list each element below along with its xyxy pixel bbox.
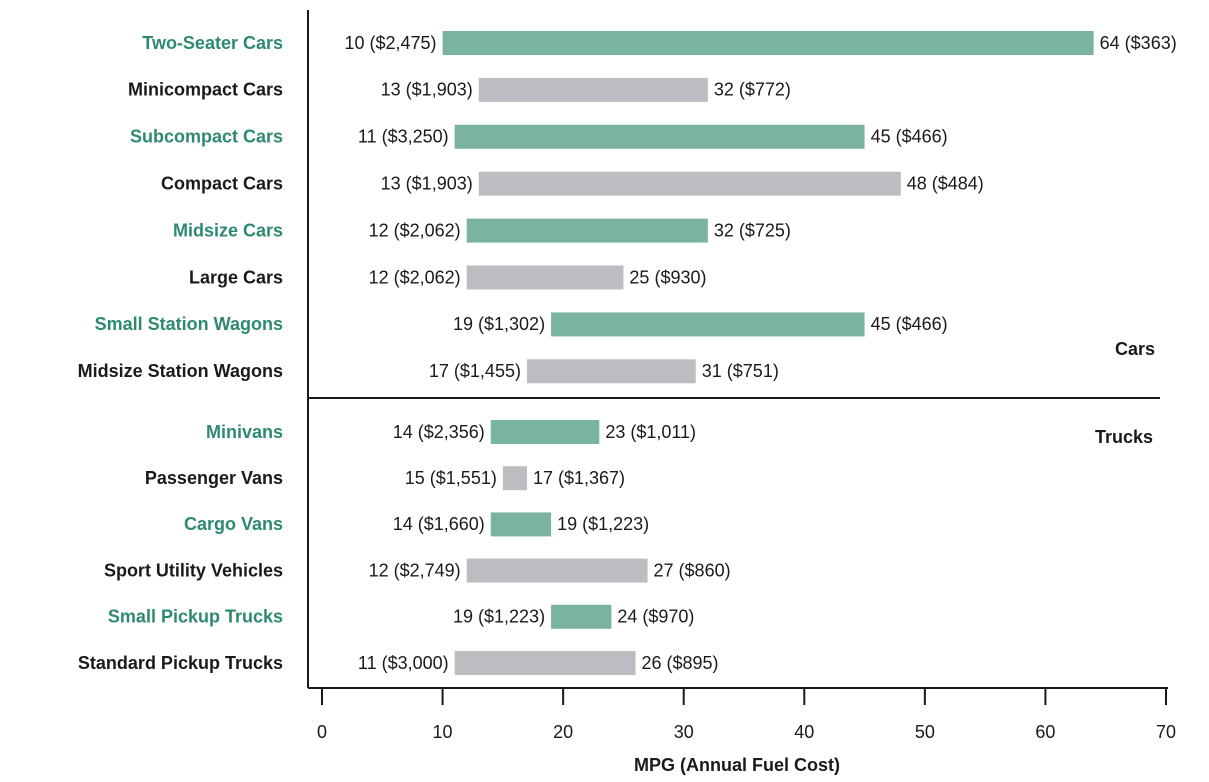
low-label: 11 ($3,000) [358,653,449,673]
bar [490,420,600,444]
category-label: Small Station Wagons [95,314,283,334]
category-label: Subcompact Cars [130,127,283,147]
high-label: 23 ($1,011) [605,422,696,442]
low-label: 17 ($1,455) [429,361,521,381]
category-label: Large Cars [189,267,283,287]
high-label: 32 ($772) [714,80,791,100]
high-label: 27 ($860) [654,560,731,580]
x-tick-label: 10 [433,722,453,742]
high-label: 48 ($484) [907,173,984,193]
x-tick-label: 60 [1035,722,1055,742]
x-tick-label: 0 [317,722,327,742]
bar [466,558,648,583]
bar [502,466,527,491]
bar [466,218,708,243]
low-label: 19 ($1,302) [453,314,545,334]
high-label: 24 ($970) [617,607,694,627]
bar [490,512,552,537]
bar [526,359,696,384]
category-label: Sport Utility Vehicles [104,560,283,580]
group-label: Cars [1115,339,1155,359]
category-label: Midsize Cars [173,220,283,240]
category-label: Minicompact Cars [128,80,283,100]
high-label: 64 ($363) [1100,33,1177,53]
bar [478,171,901,196]
group-label: Trucks [1095,427,1153,447]
x-tick-label: 40 [794,722,814,742]
low-label: 13 ($1,903) [381,80,473,100]
bar [551,604,612,629]
high-label: 25 ($930) [629,267,706,287]
x-tick-label: 70 [1156,722,1176,742]
x-tick-label: 30 [674,722,694,742]
bar [478,77,708,102]
x-axis-title: MPG (Annual Fuel Cost) [634,755,840,775]
low-label: 12 ($2,062) [369,267,461,287]
category-label: Two-Seater Cars [142,33,283,53]
category-label: Cargo Vans [184,514,283,534]
high-label: 45 ($466) [871,314,948,334]
x-tick-label: 50 [915,722,935,742]
high-label: 19 ($1,223) [557,514,649,534]
bar [454,124,865,149]
low-label: 12 ($2,749) [369,560,461,580]
category-label: Minivans [206,422,283,442]
low-label: 15 ($1,551) [405,468,497,488]
high-label: 45 ($466) [871,127,948,147]
high-label: 26 ($895) [641,653,718,673]
low-label: 10 ($2,475) [344,33,436,53]
low-label: 14 ($2,356) [393,422,485,442]
x-tick-label: 20 [553,722,573,742]
bar [454,651,636,675]
category-label: Midsize Station Wagons [78,361,283,381]
low-label: 13 ($1,903) [381,173,473,193]
high-label: 17 ($1,367) [533,468,625,488]
bar [442,31,1094,55]
category-label: Standard Pickup Trucks [78,653,283,673]
category-label: Small Pickup Trucks [108,607,283,627]
category-label: Compact Cars [161,173,283,193]
low-label: 19 ($1,223) [453,607,545,627]
high-label: 31 ($751) [702,361,779,381]
bar [466,265,624,290]
bar [551,312,865,337]
low-label: 12 ($2,062) [369,220,461,240]
low-label: 11 ($3,250) [358,127,449,147]
high-label: 32 ($725) [714,220,791,240]
category-label: Passenger Vans [145,468,283,488]
low-label: 14 ($1,660) [393,514,485,534]
